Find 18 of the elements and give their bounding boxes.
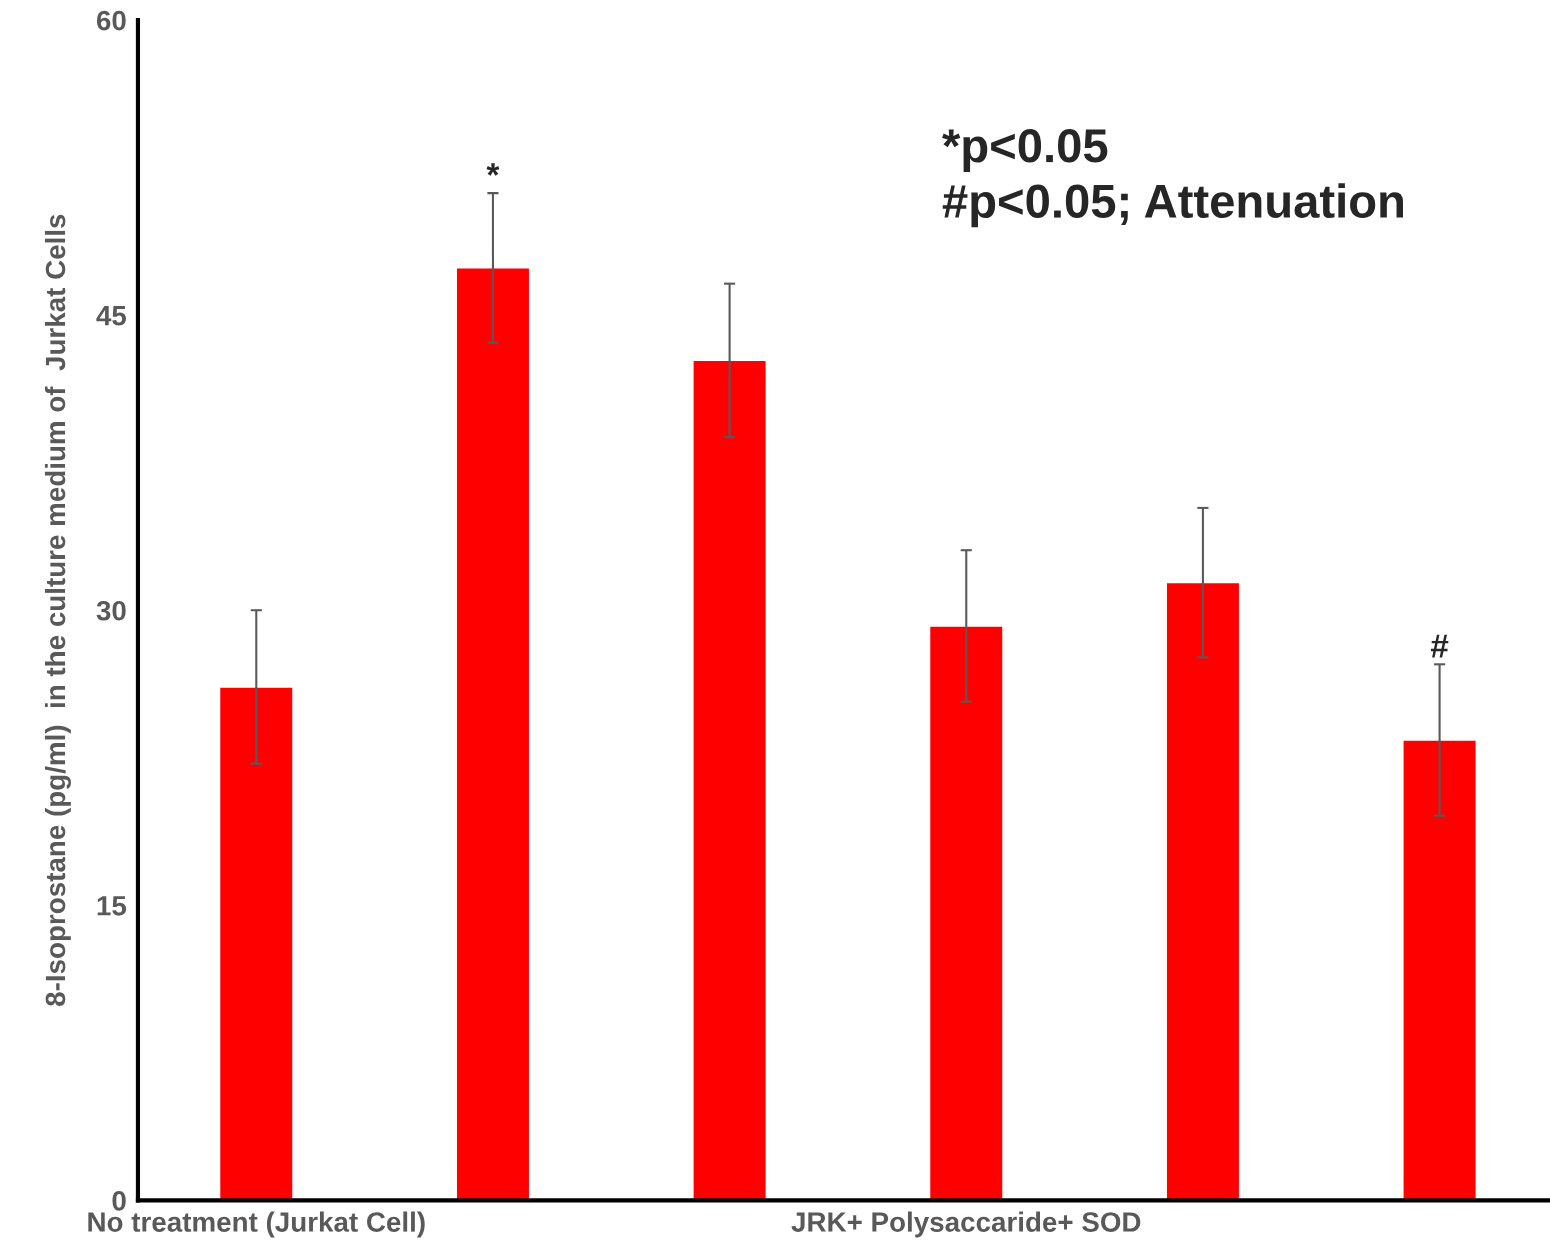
y-tick-label: 0: [112, 1191, 126, 1211]
bar: [1402, 739, 1477, 1201]
bar: [218, 686, 294, 1201]
x-tick-label: No treatment (Jurkat Cell): [88, 1211, 425, 1238]
bar: [455, 267, 531, 1201]
y-axis-title: 8-Isoprostane (pg/ml) in the culture medium of Jurkat Cells: [44, 214, 71, 1006]
data-label: #: [1430, 634, 1449, 658]
annotation: *p<0.05: [942, 129, 1108, 172]
annotation: #p<0.05; Attenuation: [942, 183, 1403, 228]
y-tick-label: 15: [97, 896, 127, 916]
bar: [692, 359, 767, 1201]
x-tick-label: JRK+ Polysaccaride+ SOD: [791, 1211, 1141, 1238]
y-tick-label: 45: [96, 306, 127, 326]
data-label: *: [486, 163, 500, 176]
y-tick-label: 30: [96, 600, 126, 621]
bar: [1165, 581, 1241, 1201]
y-tick-label: 60: [96, 10, 126, 31]
bar: [928, 625, 1004, 1201]
